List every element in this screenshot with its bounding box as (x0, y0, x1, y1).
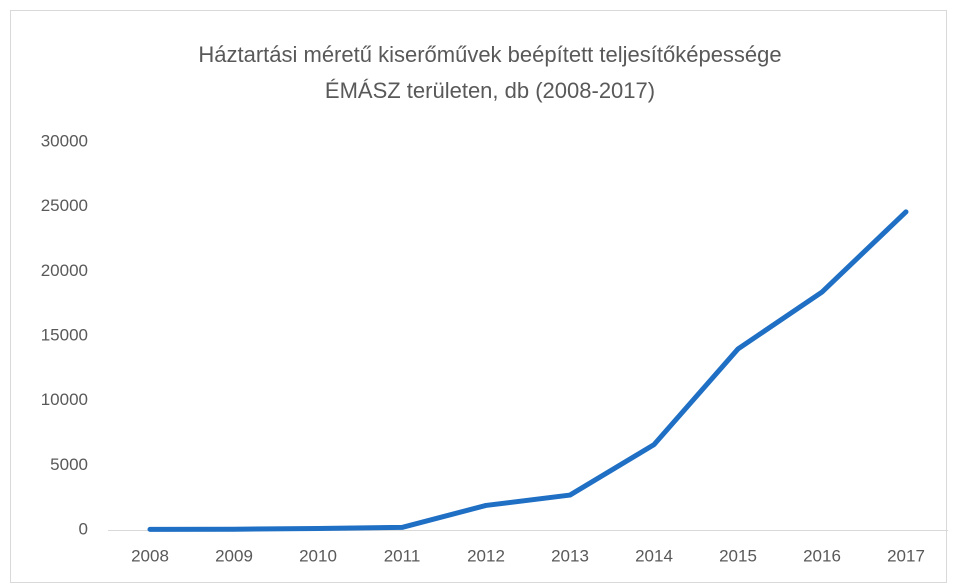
x-tick-label: 2014 (635, 546, 673, 565)
y-tick-label: 30000 (41, 131, 88, 150)
x-tick-label: 2010 (299, 546, 337, 565)
x-tick-label: 2013 (551, 546, 589, 565)
x-tick-label: 2009 (215, 546, 253, 565)
chart-title: Háztartási méretű kiserőművek beépített … (198, 42, 781, 67)
y-tick-label: 20000 (41, 261, 88, 280)
chart-border (10, 10, 947, 583)
x-tick-label: 2016 (803, 546, 841, 565)
y-tick-label: 15000 (41, 325, 88, 344)
y-tick-label: 5000 (50, 455, 88, 474)
x-tick-label: 2012 (467, 546, 505, 565)
x-tick-label: 2017 (887, 546, 925, 565)
x-tick-label: 2015 (719, 546, 757, 565)
y-tick-label: 25000 (41, 196, 88, 215)
x-tick-label: 2008 (131, 546, 169, 565)
chart-title: ÉMÁSZ területen, db (2008-2017) (325, 78, 655, 103)
data-line (147, 209, 909, 532)
y-tick-label: 0 (79, 519, 88, 538)
y-tick-label: 10000 (41, 390, 88, 409)
x-tick-label: 2011 (384, 546, 421, 565)
